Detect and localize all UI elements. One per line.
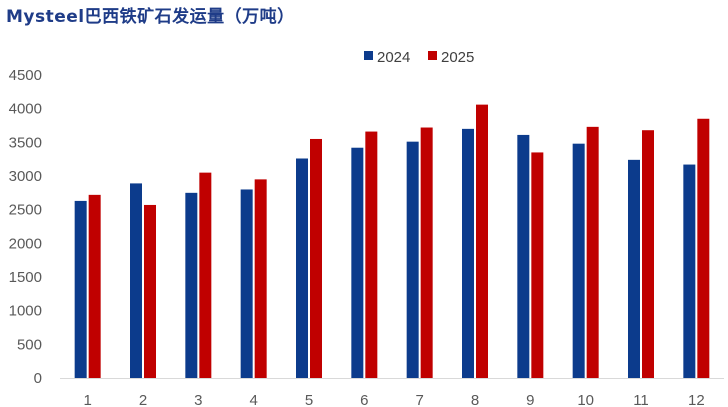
bar-2025-11 xyxy=(642,130,654,378)
bar-2025-4 xyxy=(254,179,267,378)
x-tick-label: 8 xyxy=(471,392,479,407)
bar-2024-8 xyxy=(462,128,474,378)
legend: 2024 2025 xyxy=(364,49,474,66)
bar-2025-2 xyxy=(144,204,156,378)
bar-2025-9 xyxy=(531,152,544,378)
x-tick-label: 11 xyxy=(633,392,649,407)
bar-2025-8 xyxy=(476,104,488,379)
x-tick-label: 12 xyxy=(688,392,705,407)
legend-swatch-2025 xyxy=(428,51,437,60)
x-tick-label: 7 xyxy=(415,392,423,407)
y-tick-label: 1500 xyxy=(9,269,42,286)
y-tick-label: 2000 xyxy=(9,235,42,252)
bar-2025-5 xyxy=(310,138,322,378)
y-tick-label: 1000 xyxy=(9,303,42,320)
y-tick-label: 3500 xyxy=(9,134,42,151)
x-tick-label: 10 xyxy=(577,392,594,407)
bar-2024-6 xyxy=(351,147,364,378)
y-axis: 0 500 1000 1500 2000 2500 3000 3500 4000 4500 xyxy=(9,67,42,387)
legend-label-2024: 2024 xyxy=(377,49,410,66)
bar-2024-4 xyxy=(240,189,253,378)
y-tick-label: 3000 xyxy=(9,168,42,185)
bar-2025-12 xyxy=(697,118,710,379)
legend-label-2025: 2025 xyxy=(441,49,474,66)
x-tick-label: 4 xyxy=(249,392,257,407)
bars xyxy=(74,104,710,379)
bar-2024-2 xyxy=(130,183,142,378)
y-tick-label: 500 xyxy=(17,336,42,353)
bar-2025-7 xyxy=(420,127,433,379)
bar-2025-1 xyxy=(88,194,101,378)
x-tick-label: 5 xyxy=(305,392,313,407)
bar-2024-3 xyxy=(185,192,198,378)
bar-2024-12 xyxy=(683,164,696,378)
y-tick-label: 4000 xyxy=(9,101,42,118)
x-tick-label: 2 xyxy=(139,392,147,407)
bar-2024-7 xyxy=(406,141,419,378)
x-tick-label: 6 xyxy=(360,392,368,407)
x-tick-label: 3 xyxy=(194,392,202,407)
bar-2024-5 xyxy=(296,158,308,378)
y-tick-label: 4500 xyxy=(9,67,42,84)
bar-2025-3 xyxy=(199,172,212,378)
bar-2024-1 xyxy=(74,200,87,378)
x-axis: 1 2 3 4 5 6 7 8 9 10 11 12 xyxy=(60,378,724,407)
y-tick-label: 2500 xyxy=(9,202,42,219)
legend-swatch-2024 xyxy=(364,51,373,60)
bar-2024-11 xyxy=(628,159,640,378)
bar-2025-6 xyxy=(365,131,378,378)
bar-2025-10 xyxy=(586,126,599,378)
bar-2024-10 xyxy=(572,143,585,378)
x-tick-label: 9 xyxy=(526,392,534,407)
y-tick-label: 0 xyxy=(34,370,42,387)
bar-2024-9 xyxy=(517,134,530,378)
chart-title: Mysteel巴西铁矿石发运量（万吨） xyxy=(6,7,295,27)
x-tick-label: 1 xyxy=(83,392,91,407)
